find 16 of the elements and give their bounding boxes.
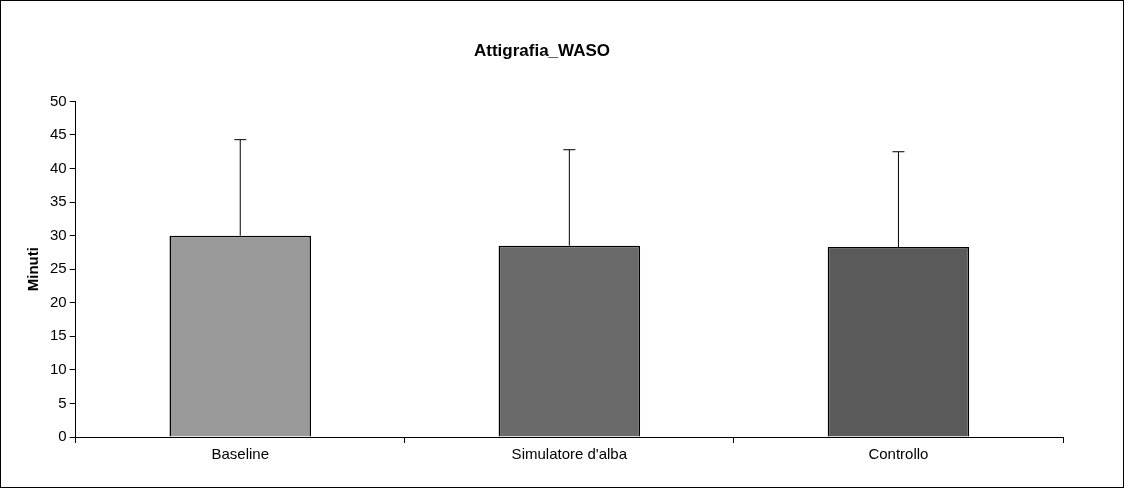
y-tick-label: 5 bbox=[58, 393, 67, 411]
x-tick-label: Simulatore d'alba bbox=[511, 445, 628, 463]
y-tick-label: 20 bbox=[50, 292, 67, 310]
chart-title: Attigrafia_WASO bbox=[473, 40, 611, 60]
y-axis-title: Minuti bbox=[24, 247, 42, 292]
y-tick-label: 50 bbox=[50, 91, 67, 109]
y-tick-label: 10 bbox=[50, 360, 67, 378]
y-tick-label: 35 bbox=[50, 192, 67, 210]
y-tick-label: 40 bbox=[50, 158, 67, 176]
y-tick-label: 15 bbox=[50, 326, 67, 344]
y-tick-label: 25 bbox=[50, 259, 67, 277]
y-tick-label: 0 bbox=[58, 427, 67, 445]
x-tick-label: Baseline bbox=[211, 445, 270, 463]
y-tick-label: 30 bbox=[50, 225, 67, 243]
x-tick-label: Controllo bbox=[868, 445, 929, 463]
y-tick-label: 45 bbox=[50, 125, 67, 143]
